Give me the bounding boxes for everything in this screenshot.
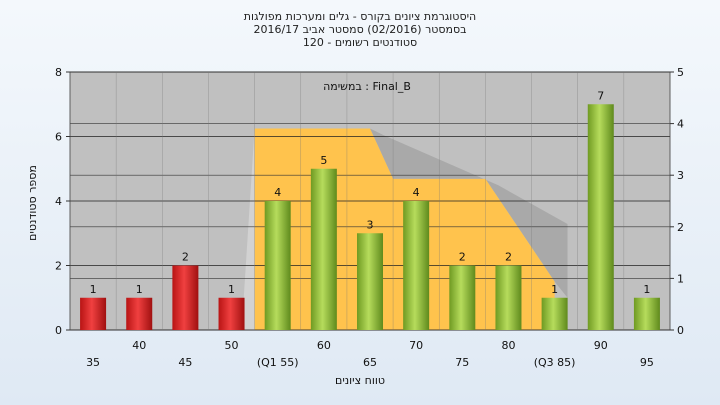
bar: [449, 265, 476, 330]
bar: [264, 201, 291, 330]
bar: [403, 201, 430, 330]
y-tick-label: 0: [55, 324, 62, 337]
data-label: 3: [367, 218, 374, 231]
data-label: 1: [551, 283, 558, 296]
bar-group: 2: [449, 251, 476, 330]
x-tick-label: 35: [86, 356, 100, 369]
x-tick-label: 75: [455, 356, 469, 369]
y2-tick-label: 0: [677, 324, 684, 337]
x-tick-label: 70: [409, 339, 423, 352]
title-line-1: היסטוגרמת ציונים בקורס - גלים ומערכות מפ…: [244, 10, 476, 23]
bar-group: 2: [495, 251, 522, 330]
data-label: 2: [182, 251, 189, 264]
data-label: 7: [597, 89, 604, 102]
y-tick-label: 6: [55, 131, 62, 144]
bar-group: 5: [310, 154, 337, 330]
bar-group: 1: [80, 283, 107, 330]
x-axis: 35 40 45 50 (Q1 55) 60 65 70 75 80 (Q3 85) 90 95: [86, 339, 654, 369]
x-tick-label: 95: [640, 356, 654, 369]
y2-tick-label: 1: [677, 272, 684, 285]
y2-tick-label: 4: [677, 118, 684, 131]
bar-group: 4: [403, 186, 430, 330]
data-label: 1: [643, 283, 650, 296]
x-tick-label: 40: [132, 339, 146, 352]
data-label: 5: [320, 154, 327, 167]
data-label: 2: [505, 251, 512, 264]
x-tick-label: 80: [501, 339, 515, 352]
bars: 1 1 2 1 4 5 3 4 2 2 1 7 1: [80, 89, 660, 330]
band-shadow: [241, 128, 255, 330]
bar: [80, 297, 107, 330]
bar-group: 1: [126, 283, 153, 330]
bar: [310, 168, 337, 330]
bar-group: 1: [541, 283, 568, 330]
bar-group: 4: [264, 186, 291, 330]
bar: [541, 297, 568, 330]
y-tick-label: 2: [55, 260, 62, 273]
x-tick-label: 90: [594, 339, 608, 352]
bar: [218, 297, 245, 330]
bar: [495, 265, 522, 330]
y-tick-label: 8: [55, 66, 62, 79]
x-tick-label: (Q1 55): [257, 356, 299, 369]
bar: [633, 297, 660, 330]
x-tick-label: (Q3 85): [534, 356, 576, 369]
y-axis-label: מספר סטודנטים: [26, 165, 39, 241]
data-label: 1: [136, 283, 143, 296]
x-axis-label: טווח ציונים: [335, 374, 385, 387]
chart-title: היסטוגרמת ציונים בקורס - גלים ומערכות מפ…: [244, 10, 476, 49]
data-label: 4: [413, 186, 420, 199]
y-axis-right: 0 1 2 3 4 5: [670, 66, 684, 337]
task-annotation: במשימה : Final_B: [323, 80, 411, 93]
y-axis-left: 0 2 4 6 8: [55, 66, 70, 337]
bar: [172, 265, 199, 330]
bar-group: 1: [218, 283, 245, 330]
bar-group: 2: [172, 251, 199, 330]
y2-tick-label: 3: [677, 169, 684, 182]
y2-tick-label: 2: [677, 221, 684, 234]
title-line-3: סטודנטים רשומים - 120: [303, 36, 417, 49]
x-tick-label: 60: [317, 339, 331, 352]
bar-group: 3: [357, 218, 383, 330]
bar: [126, 297, 153, 330]
data-label: 1: [90, 283, 97, 296]
x-tick-label: 65: [363, 356, 377, 369]
data-label: 4: [274, 186, 281, 199]
y-tick-label: 4: [55, 195, 62, 208]
x-tick-label: 45: [178, 356, 192, 369]
data-label: 2: [459, 251, 466, 264]
title-line-2: בסמסטר (02/2016) סמסטר אביב 2016/17: [253, 23, 466, 36]
data-label: 1: [228, 283, 235, 296]
bar: [587, 104, 614, 330]
x-tick-label: 50: [225, 339, 239, 352]
y2-tick-label: 5: [677, 66, 684, 79]
bar-group: 1: [633, 283, 660, 330]
bar: [357, 233, 383, 330]
bar-group: 7: [587, 89, 614, 330]
band-shadow-right: [370, 128, 568, 298]
